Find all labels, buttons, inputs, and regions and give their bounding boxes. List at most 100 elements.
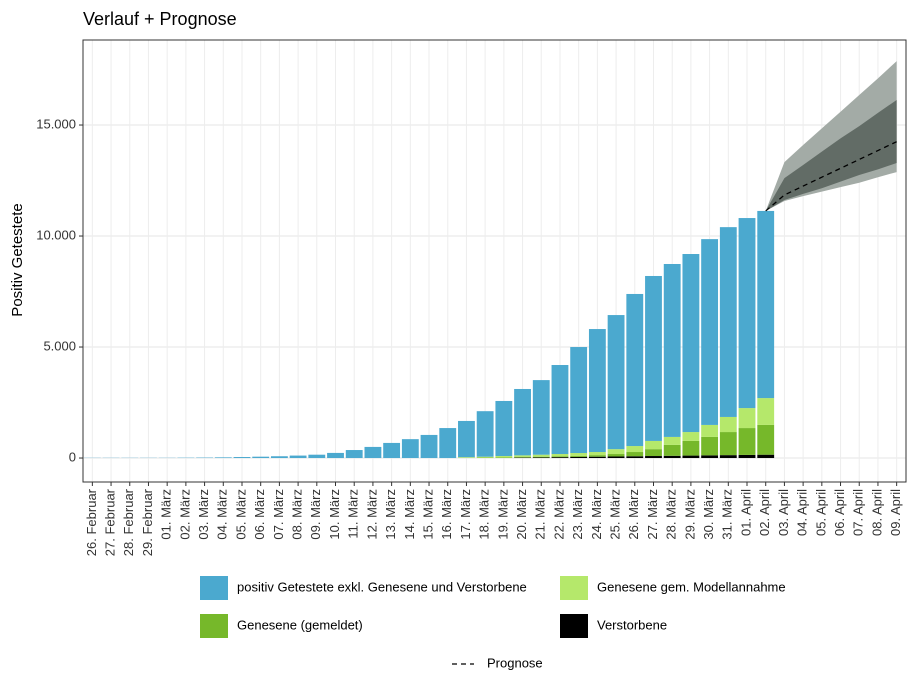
x-tick-label: 29. Februar: [140, 488, 155, 556]
bar-segment: [570, 347, 587, 453]
bar-segment: [720, 227, 737, 417]
bar-segment: [645, 449, 662, 456]
bar-segment: [645, 441, 662, 449]
bar-segment: [589, 452, 606, 455]
x-tick-label: 06. März: [252, 489, 267, 540]
x-tick-label: 02. April: [757, 489, 772, 536]
x-tick-label: 26. Februar: [84, 488, 99, 556]
x-tick-label: 05. März: [233, 489, 248, 540]
bar-segment: [720, 432, 737, 455]
x-tick-label: 17. März: [458, 489, 473, 540]
bar-segment: [495, 457, 512, 458]
bar-segment: [701, 425, 718, 437]
bar-segment: [570, 456, 587, 457]
x-tick-label: 11. März: [346, 489, 361, 539]
x-tick-label: 08. März: [290, 489, 305, 540]
bar-segment: [589, 457, 606, 458]
x-tick-label: 09. März: [308, 489, 323, 540]
bar-segment: [477, 411, 494, 457]
y-tick-label: 5.000: [43, 338, 76, 353]
bar-segment: [365, 447, 382, 458]
x-tick-label: 31. März: [720, 489, 735, 540]
bar-segment: [739, 428, 756, 455]
legend-label: Prognose: [487, 655, 543, 670]
bar-segment: [346, 450, 363, 458]
x-tick-label: 02. März: [177, 489, 192, 540]
bar-segment: [477, 457, 494, 458]
bar-segment: [495, 456, 512, 457]
chart-title: Verlauf + Prognose: [83, 9, 237, 29]
x-tick-label: 26. März: [626, 489, 641, 540]
bar-segment: [626, 456, 643, 458]
bar-segment: [682, 432, 699, 441]
x-tick-label: 07. April: [851, 489, 866, 536]
bar-segment: [701, 239, 718, 425]
bar-segment: [664, 445, 681, 456]
bar-segment: [626, 452, 643, 456]
x-tick-label: 21. März: [533, 489, 548, 540]
x-tick-label: 01. April: [738, 489, 753, 536]
x-tick-label: 25. März: [608, 489, 623, 540]
x-tick-label: 18. März: [477, 489, 492, 540]
bar-segment: [327, 453, 344, 458]
bar-segment: [552, 454, 569, 456]
x-tick-label: 30. März: [701, 489, 716, 540]
bar-segment: [645, 456, 662, 458]
x-tick-label: 13. März: [383, 489, 398, 540]
bar-segment: [701, 437, 718, 455]
bar-segment: [757, 398, 774, 425]
bar-segment: [570, 457, 587, 458]
bar-segment: [514, 455, 531, 457]
bar-segment: [533, 457, 550, 458]
x-tick-label: 08. April: [869, 489, 884, 536]
bar-segment: [570, 453, 587, 456]
bar-segment: [720, 417, 737, 432]
bar-segment: [383, 443, 400, 458]
bar-segment: [664, 437, 681, 445]
x-tick-label: 06. April: [832, 489, 847, 536]
bar-segment: [458, 457, 475, 458]
bar-segment: [664, 264, 681, 437]
x-tick-label: 05. April: [813, 489, 828, 536]
bar-segment: [739, 218, 756, 408]
y-tick-label: 10.000: [36, 227, 76, 242]
x-tick-label: 27. Februar: [102, 488, 117, 556]
bar-segment: [533, 455, 550, 457]
bar-segment: [608, 454, 625, 456]
x-tick-label: 04. April: [795, 489, 810, 536]
bar-segment: [589, 455, 606, 457]
bar-segment: [589, 329, 606, 452]
x-tick-label: 22. März: [551, 489, 566, 540]
bar-segment: [215, 457, 232, 458]
bar-segment: [645, 276, 662, 441]
x-tick-label: 27. März: [645, 489, 660, 540]
bar-segment: [757, 425, 774, 455]
y-axis-label: Positiv Getestete: [9, 203, 26, 316]
bar-segment: [421, 435, 438, 458]
x-tick-label: 16. März: [439, 489, 454, 540]
bar-segment: [626, 446, 643, 452]
bar-segment: [757, 211, 774, 398]
x-tick-label: 03. April: [776, 489, 791, 536]
y-tick-label: 15.000: [36, 116, 76, 131]
bar-segment: [682, 254, 699, 432]
bar-segment: [290, 456, 307, 458]
legend-label: Verstorbene: [597, 617, 667, 632]
bar-segment: [626, 294, 643, 446]
legend-swatch: [200, 576, 228, 600]
bar-segment: [458, 421, 475, 457]
bar-segment: [552, 457, 569, 458]
legend-swatch: [200, 614, 228, 638]
x-tick-label: 15. März: [420, 489, 435, 540]
bar-segment: [252, 457, 269, 458]
x-tick-label: 14. März: [402, 489, 417, 540]
legend-label: Genesene gem. Modellannahme: [597, 579, 786, 594]
y-tick-label: 0: [69, 449, 76, 464]
bar-segment: [608, 449, 625, 454]
bar-segment: [552, 365, 569, 454]
bar-segment: [701, 455, 718, 458]
x-tick-label: 19. März: [495, 489, 510, 540]
x-tick-label: 28. Februar: [121, 488, 136, 556]
legend-swatch: [560, 614, 588, 638]
